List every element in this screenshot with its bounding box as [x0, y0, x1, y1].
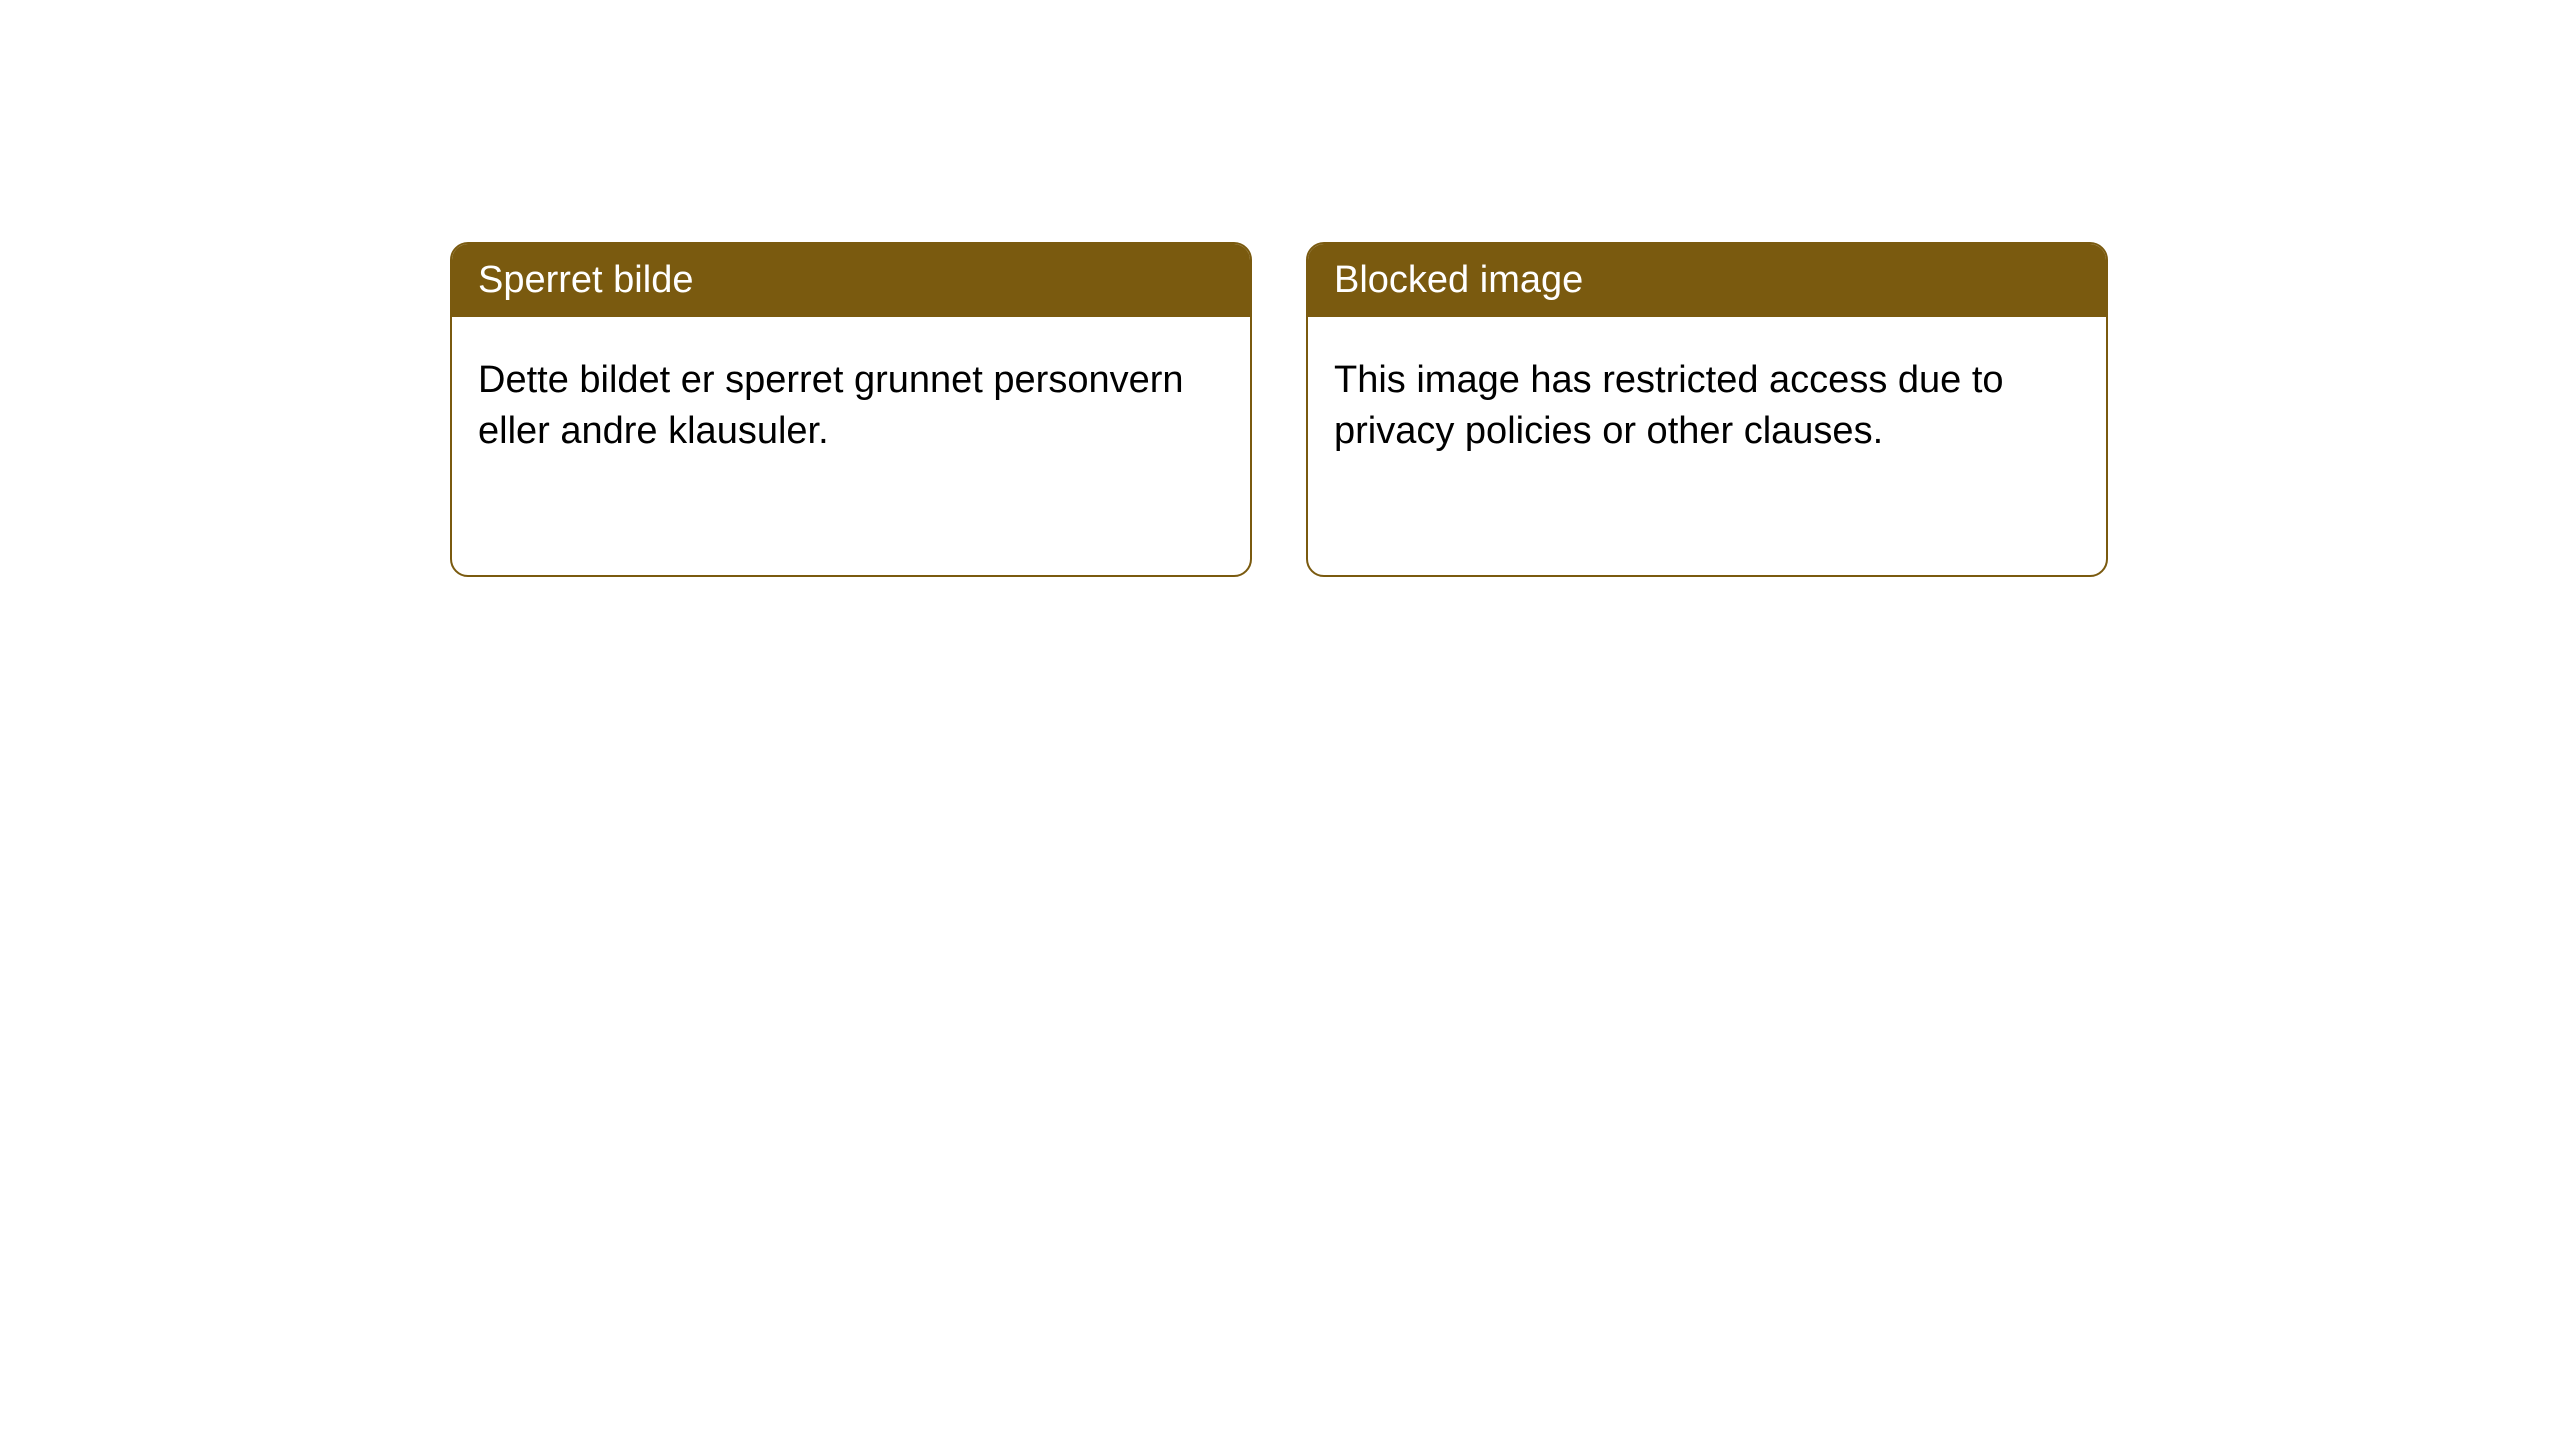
card-title: Blocked image: [1334, 259, 1583, 301]
blocked-image-card-no: Sperret bilde Dette bildet er sperret gr…: [450, 242, 1252, 577]
card-header: Sperret bilde: [452, 244, 1250, 317]
card-message: This image has restricted access due to …: [1334, 359, 2004, 452]
card-body: This image has restricted access due to …: [1308, 317, 2106, 496]
card-header: Blocked image: [1308, 244, 2106, 317]
blocked-image-notice-container: Sperret bilde Dette bildet er sperret gr…: [450, 242, 2108, 577]
blocked-image-card-en: Blocked image This image has restricted …: [1306, 242, 2108, 577]
card-message: Dette bildet er sperret grunnet personve…: [478, 359, 1184, 452]
card-title: Sperret bilde: [478, 259, 693, 301]
card-body: Dette bildet er sperret grunnet personve…: [452, 317, 1250, 496]
